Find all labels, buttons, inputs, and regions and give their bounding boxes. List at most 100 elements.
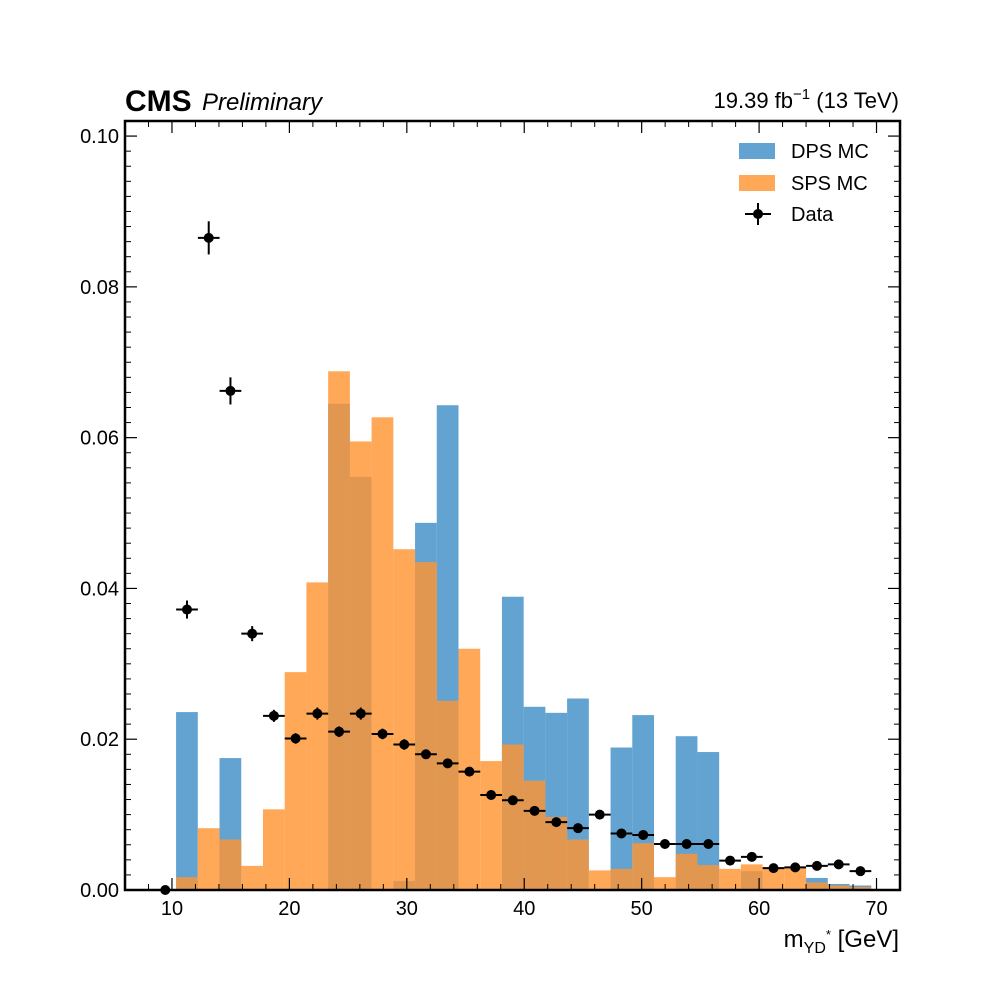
data-point [616,828,627,839]
legend-marker-data-point [753,209,763,219]
data-point [399,739,410,750]
x-axis-label-unit: [GeV] [831,926,899,953]
data-point [442,758,453,769]
data-point [833,859,844,870]
sps-mc-bar [567,839,589,890]
y-tick-label: 0.02 [80,729,119,751]
sps-mc-bar [653,877,676,890]
sps-mc-bar [545,816,568,890]
luminosity-label: 19.39 fb−1 (13 TeV) [714,86,899,113]
y-tick-label: 0.04 [80,578,119,600]
sps-mc-bar [849,886,872,890]
data-point [573,823,584,834]
data-points-layer [154,221,872,895]
legend-swatch-sps [739,175,775,191]
data-point [659,839,670,850]
data-point [334,726,345,737]
data-point [486,790,497,801]
data-point [290,733,301,744]
data-point [855,866,866,877]
sps-mc-bar [306,582,329,890]
data-point [551,817,562,828]
data-point [725,855,736,866]
dps-mc-bar [675,736,698,890]
data-point [377,728,388,739]
sps-mc-bar [262,809,285,890]
x-axis-label-sub: YD [804,940,826,957]
x-axis-label: mYD* [GeV] [784,926,899,957]
sps-mc-bar [371,417,394,890]
lumi-value: 19.39 fb [714,88,794,113]
ticks-layer: 10 20 30 40 50 60 70 0.00 0.02 0.04 0.06 0.08 0.10 [80,121,901,920]
sps-mc-bar [284,672,307,890]
sps-mc-bar [719,868,741,890]
sps-mc-bar [349,441,372,890]
data-point [268,710,279,721]
sps-mc-bar [176,877,198,890]
x-tick-label: 60 [748,898,770,920]
data-point [420,749,431,760]
data-point [768,863,779,874]
sps-mc-bar [588,870,611,890]
sps-mc-bar [219,839,242,890]
data-point [529,805,540,816]
data-point [312,708,323,719]
sps-mc-bar [675,853,698,890]
data-point [247,628,258,639]
data-point [355,708,366,719]
sps-mc-bar [393,549,416,890]
x-tick-label: 70 [865,898,887,920]
dps-mc-bar [697,752,720,890]
sps-mc-bar [827,885,850,890]
data-point [225,385,236,396]
lumi-exponent: −1 [793,86,810,103]
legend: DPS MC SPS MC Data [739,141,869,226]
sps-mc-bar [523,780,546,890]
plot-frame [123,119,902,892]
sps-mc-bar [784,867,807,890]
bars-layer [176,371,872,890]
sps-mc-bar [436,700,459,890]
sps-mc-bar [415,562,437,890]
sps-mc-bar [501,744,524,890]
data-point [203,232,214,243]
y-tick-label: 0.06 [80,428,119,450]
data-point [811,860,822,871]
data-point [703,839,714,850]
y-tick-label: 0.10 [80,126,119,148]
x-axis-label-sup: * [826,927,831,942]
data-point [746,851,757,862]
sps-mc-bar [197,828,220,890]
sps-mc-bar [806,882,828,890]
legend-swatch-dps [739,143,775,159]
x-axis-label-main: m [784,926,804,953]
experiment-label: CMS [125,85,192,118]
legend-label-data: Data [791,204,834,226]
data-point [182,604,192,615]
sps-mc-bar [610,868,633,890]
sps-mc-bar [241,865,263,890]
y-tick-label: 0.08 [80,277,119,299]
sps-mc-bar [632,843,654,890]
data-point [464,766,475,777]
x-tick-label: 50 [631,898,653,920]
data-point [638,829,649,840]
legend-label-dps: DPS MC [791,141,869,163]
status-label: Preliminary [202,89,324,116]
x-tick-label: 30 [396,898,418,920]
data-point [681,839,692,850]
x-tick-label: 10 [161,898,183,920]
data-point [790,862,801,873]
dps-mc-bar [176,712,198,890]
sps-mc-bar [697,865,720,890]
data-point [507,795,518,806]
lumi-energy: (13 TeV) [810,88,899,113]
x-tick-label: 20 [278,898,300,920]
dps-mc-bar [610,747,633,890]
data-point [594,809,605,820]
sps-mc-bar [328,371,350,890]
sps-mc-bar [762,868,785,890]
legend-label-sps: SPS MC [791,173,868,195]
